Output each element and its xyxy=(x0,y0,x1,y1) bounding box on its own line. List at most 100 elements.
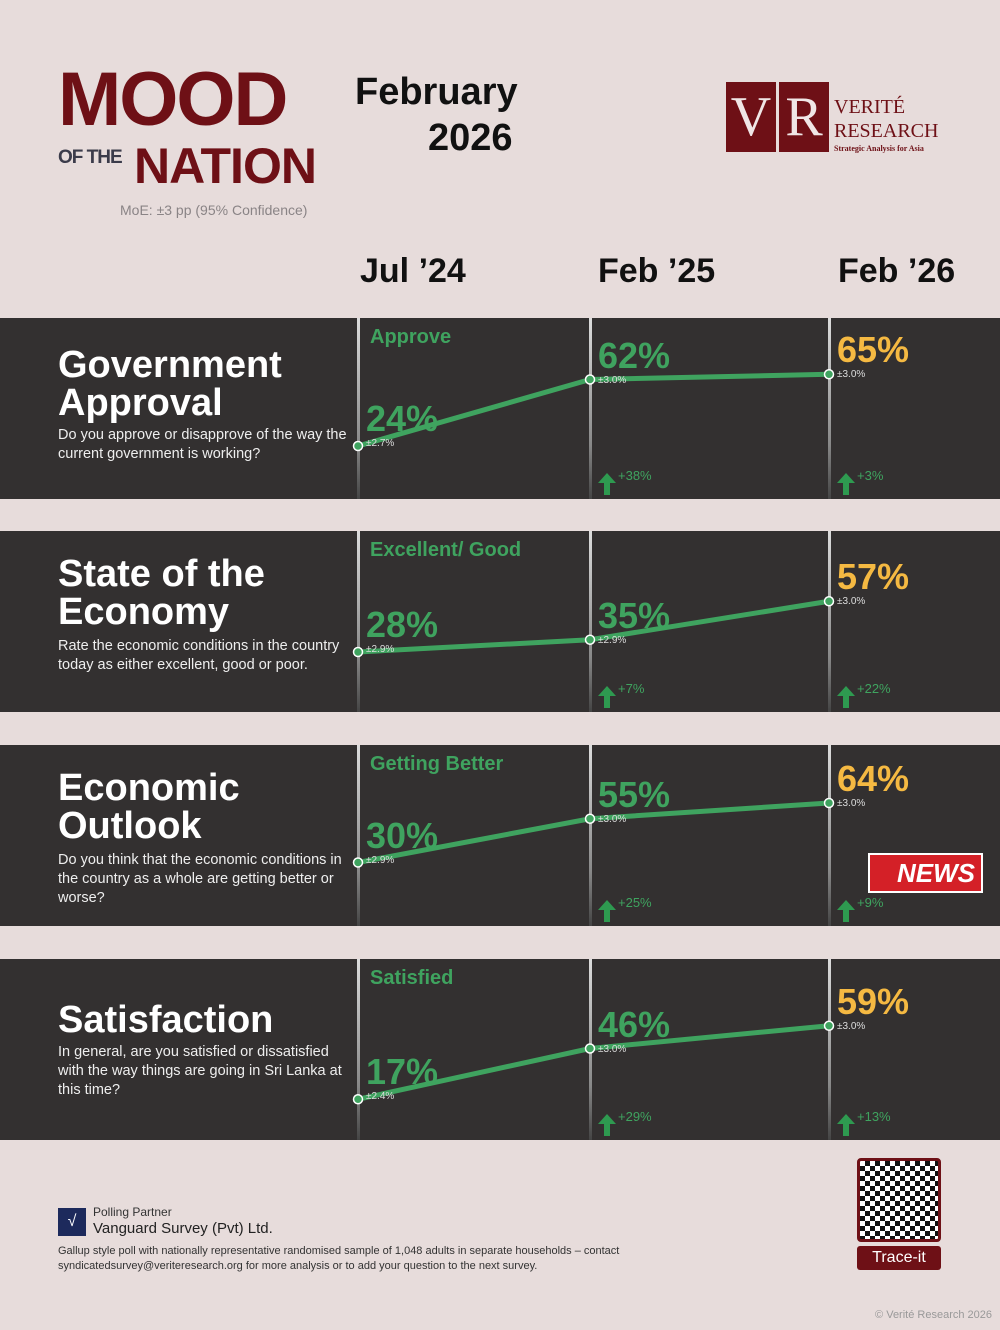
date-year: 2026 xyxy=(428,117,513,159)
logo-v: V xyxy=(726,82,776,152)
column-divider xyxy=(828,531,831,712)
data-point xyxy=(823,369,835,380)
column-divider xyxy=(828,318,831,499)
survey-question: In general, are you satisfied or dissati… xyxy=(58,1044,342,1098)
data-point xyxy=(584,813,596,824)
moe-label: ±3.0% xyxy=(837,1020,866,1032)
panel-state-of-the-economy: State of the Economy Rate the economic con… xyxy=(0,531,1000,712)
data-point xyxy=(584,634,596,645)
data-point xyxy=(823,797,835,809)
column-divider xyxy=(828,959,831,1140)
logo-r: R xyxy=(779,82,829,152)
value-label: 65% xyxy=(837,329,910,371)
change-value: +13% xyxy=(857,1109,891,1124)
value-label: 62% xyxy=(598,334,671,376)
arrow-up-icon xyxy=(598,473,616,495)
arrow-up-icon xyxy=(598,1114,616,1136)
panel-satisfaction: Satisfaction In general, are you satisfie… xyxy=(0,959,1000,1140)
value-label: 57% xyxy=(837,556,910,598)
panel-title: Satisfaction xyxy=(58,999,274,1041)
moe-label: ±2.4% xyxy=(366,1091,395,1103)
column-divider xyxy=(357,959,360,1140)
logo-mood: MOOD xyxy=(58,57,288,142)
trend-line-chart xyxy=(352,797,835,868)
panel-title: State of the Economy xyxy=(58,553,265,633)
qr-code[interactable] xyxy=(857,1158,941,1242)
brand-tagline: Strategic Analysis for Asia xyxy=(834,144,924,153)
moe-label: ±3.0% xyxy=(598,374,627,386)
moe-label: ±3.0% xyxy=(837,596,866,608)
partner-label: Polling Partner xyxy=(93,1205,172,1219)
value-label: 24% xyxy=(366,398,439,439)
value-label: 46% xyxy=(598,1003,671,1045)
change-value: +3% xyxy=(857,468,884,483)
change-value: +22% xyxy=(857,681,891,696)
moe-label: ±2.9% xyxy=(366,854,395,866)
change-value: +29% xyxy=(618,1109,652,1124)
moe-label: ±3.0% xyxy=(598,1043,627,1055)
column-header: Jul ’24 xyxy=(360,252,466,290)
change-value: +25% xyxy=(618,895,652,910)
panel-government-approval: Government Approval Do you approve or disa… xyxy=(0,318,1000,499)
news-watermark-logo: NEWS xyxy=(868,853,983,893)
trend-line-chart xyxy=(352,369,835,452)
value-label: 64% xyxy=(837,758,910,799)
date-month: February xyxy=(355,71,518,113)
trend-line-chart xyxy=(352,1020,835,1105)
column-divider xyxy=(357,531,360,712)
metric-label: Satisfied xyxy=(370,967,454,989)
column-divider xyxy=(589,531,592,712)
data-point xyxy=(584,374,596,385)
value-label: 28% xyxy=(366,604,439,645)
data-point xyxy=(352,1094,364,1105)
change-indicator: +25% xyxy=(598,895,652,922)
change-indicator: +22% xyxy=(837,681,891,708)
column-header: Feb ’26 xyxy=(838,252,956,290)
logo-of-the: OF THE xyxy=(58,147,123,168)
column-divider xyxy=(589,318,592,499)
panel-economic-outlook: Economic Outlook Do you think that the eco… xyxy=(0,745,1000,926)
arrow-up-icon xyxy=(598,686,616,708)
vanguard-logo: √ xyxy=(58,1208,86,1236)
brand-name-2: RESEARCH xyxy=(834,120,939,142)
change-indicator: +7% xyxy=(598,681,645,708)
metric-label: Excellent/ Good xyxy=(370,539,522,561)
survey-question: Do you think that the economic condition… xyxy=(58,852,342,906)
panel-title: Economic Outlook xyxy=(58,767,240,847)
survey-question: Do you approve or disapprove of the way … xyxy=(58,427,347,462)
metric-label: Approve xyxy=(370,326,452,348)
logo-nation: NATION xyxy=(134,138,317,194)
trace-it-button[interactable]: Trace-it xyxy=(857,1246,941,1270)
moe-label: ±2.9% xyxy=(598,634,627,646)
change-indicator: +9% xyxy=(837,895,883,922)
column-divider xyxy=(589,745,592,926)
value-label: 35% xyxy=(598,594,671,636)
arrow-up-icon xyxy=(837,1114,855,1136)
verite-research-logo: V R VERITÉ RESEARCH Strategic Analysis f… xyxy=(726,82,941,154)
change-indicator: +3% xyxy=(837,468,884,495)
change-indicator: +13% xyxy=(837,1109,891,1136)
arrow-up-icon xyxy=(837,473,855,495)
value-label: 30% xyxy=(366,814,439,856)
change-value: +38% xyxy=(618,468,652,483)
value-label: 59% xyxy=(837,980,910,1022)
panel-title: Government Approval xyxy=(58,344,282,424)
metric-label: Getting Better xyxy=(370,753,504,775)
copyright: © Verité Research 2026 xyxy=(875,1309,992,1321)
margin-of-error: MoE: ±3 pp (95% Confidence) xyxy=(120,202,308,218)
data-point xyxy=(352,440,364,452)
column-divider xyxy=(357,318,360,499)
trend-line-chart xyxy=(352,596,835,658)
change-value: +7% xyxy=(618,681,645,696)
data-point xyxy=(352,857,364,868)
moe-label: ±3.0% xyxy=(598,813,627,825)
value-label: 17% xyxy=(366,1051,439,1093)
value-label: 55% xyxy=(598,773,671,815)
change-indicator: +38% xyxy=(598,468,652,495)
moe-label: ±2.9% xyxy=(366,644,395,655)
moe-label: ±3.0% xyxy=(837,369,866,381)
data-point xyxy=(823,1020,835,1031)
moe-label: ±2.7% xyxy=(366,438,395,449)
brand-name-1: VERITÉ xyxy=(834,96,906,118)
moe-label: ±3.0% xyxy=(837,798,866,809)
